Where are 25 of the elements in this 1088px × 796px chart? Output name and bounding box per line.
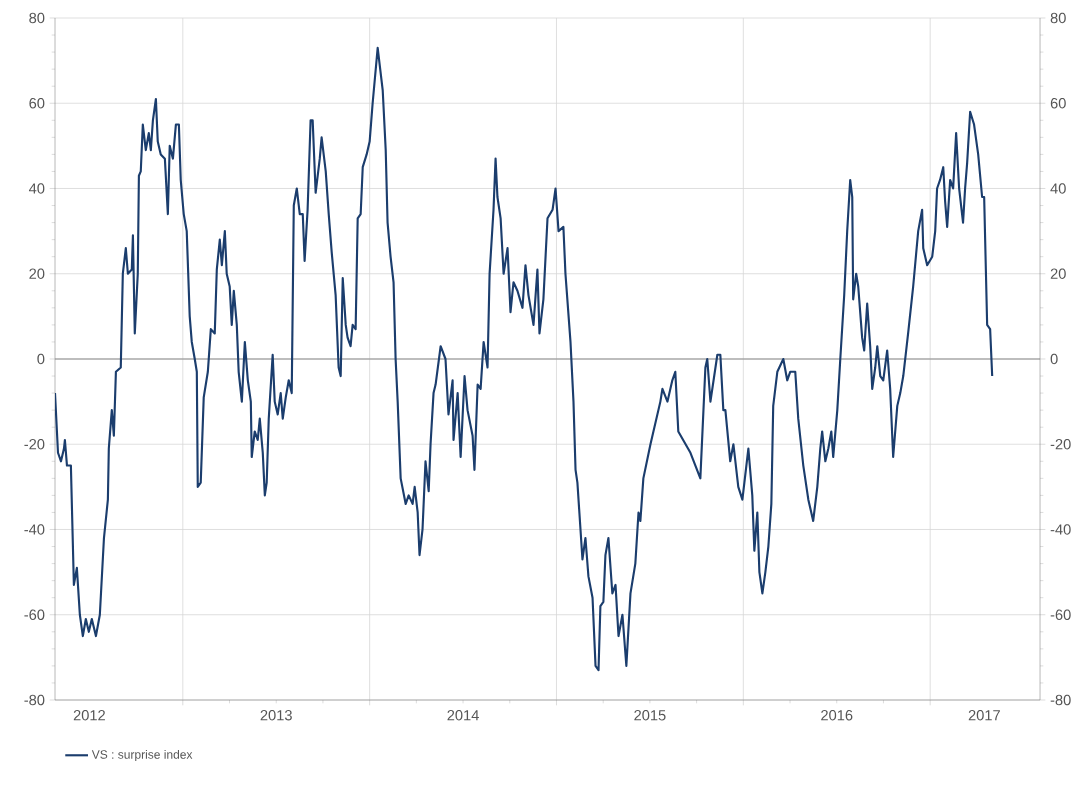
y2-tick-label: -20 xyxy=(1050,439,1071,450)
y-tick-label: -40 xyxy=(24,524,45,535)
y2-tick-label: 0 xyxy=(1050,353,1058,365)
y2-tick-label: 80 xyxy=(1050,12,1066,24)
y-tick-label: -80 xyxy=(24,694,45,706)
x-tick-label: 2017 xyxy=(968,710,1000,721)
x-tick-label: 2013 xyxy=(260,710,292,721)
y2-tick-label: 40 xyxy=(1050,183,1066,194)
legend-label: VS : surprise index xyxy=(91,749,193,762)
y-tick-label: 40 xyxy=(28,183,45,194)
y-tick-label: 0 xyxy=(37,353,45,365)
y2-tick-label: 60 xyxy=(1050,98,1066,109)
x-tick-label: 2016 xyxy=(821,710,853,721)
x-tick-label: 2015 xyxy=(634,710,666,721)
y2-tick-label: -60 xyxy=(1050,609,1071,620)
x-tick-label: 2012 xyxy=(73,710,105,721)
y2-tick-label: 20 xyxy=(1050,268,1066,279)
y-tick-label: -60 xyxy=(24,609,45,620)
y2-tick-label: -80 xyxy=(1050,694,1071,706)
y-tick-label: 60 xyxy=(29,98,45,109)
y2-tick-label: -40 xyxy=(1050,524,1071,535)
y-tick-label: 20 xyxy=(29,268,45,279)
y-tick-label: -20 xyxy=(24,439,45,450)
x-tick-label: 2014 xyxy=(447,710,479,721)
y-tick-label: 80 xyxy=(29,12,45,24)
